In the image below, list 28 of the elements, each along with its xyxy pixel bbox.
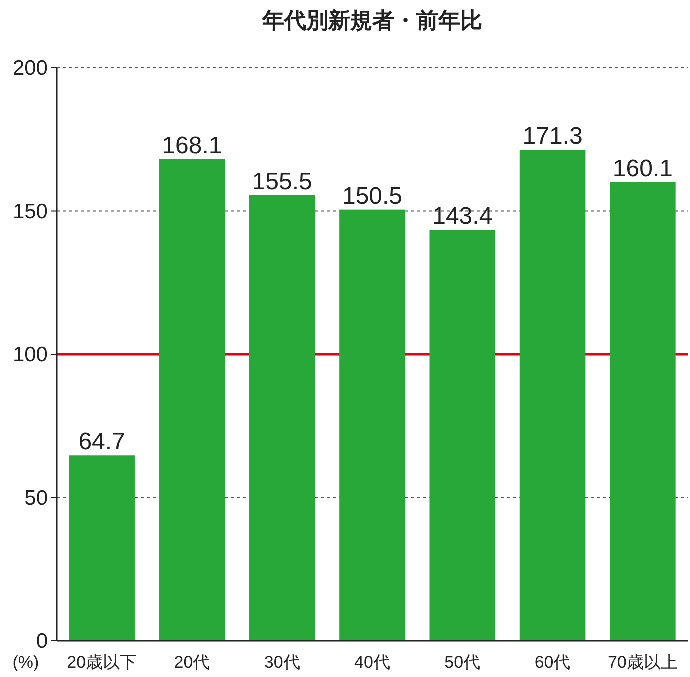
y-tick-label: 200: [12, 57, 48, 80]
y-tick-label: 0: [36, 630, 48, 653]
y-tick-label: 50: [24, 486, 48, 510]
data-label: 171.3: [522, 123, 583, 150]
x-tick-label: 50代: [444, 653, 481, 672]
y-tick-label: 150: [12, 200, 48, 224]
data-label: 155.5: [252, 168, 312, 196]
x-tick-label: 20代: [174, 653, 210, 672]
x-tick-label: 30代: [264, 653, 300, 672]
bar: [159, 159, 226, 641]
y-tick-label: 100: [12, 344, 48, 366]
x-tick-label: 70歳以上: [608, 653, 678, 672]
data-label: 64.7: [78, 428, 126, 456]
bar: [69, 456, 135, 641]
data-label: 143.4: [432, 203, 493, 230]
x-tick-label: 20歳以下: [67, 653, 138, 672]
bar: [430, 230, 496, 641]
data-label: 168.1: [162, 132, 222, 160]
data-label: 160.1: [612, 155, 673, 182]
chart-title: 年代別新規者・前年比: [262, 8, 482, 33]
data-label: 150.5: [342, 182, 403, 210]
bar: [340, 210, 406, 641]
y-axis-title: (%): [12, 653, 40, 672]
x-tick-label: 40代: [354, 653, 390, 672]
bar: [520, 150, 586, 641]
bar: [610, 182, 676, 641]
x-tick-label: 60代: [534, 653, 571, 672]
bar: [249, 195, 316, 641]
